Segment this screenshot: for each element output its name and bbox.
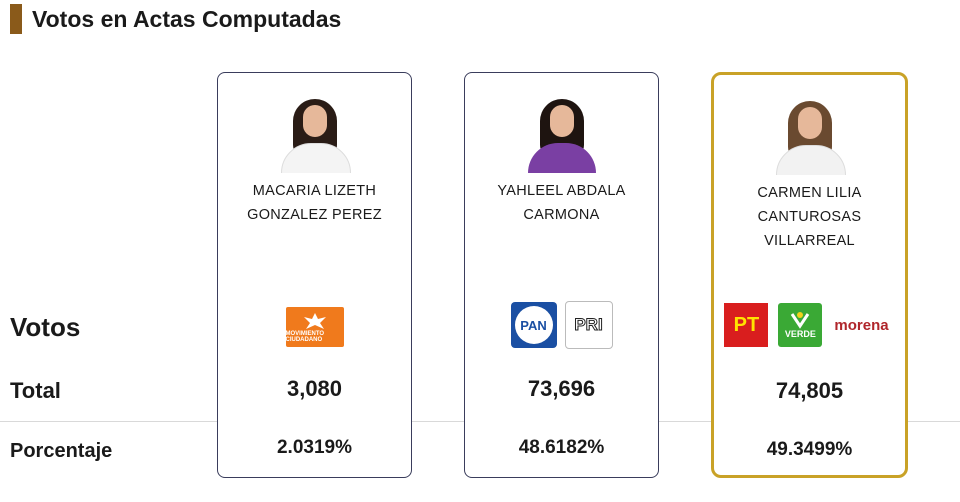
pri-logo: PRI: [564, 301, 613, 349]
votos-row-label: Votos: [10, 312, 81, 342]
total-votes-value: 74,805: [775, 378, 844, 403]
candidate-name: MACARIA LIZETH GONZALEZ PEREZ: [247, 183, 382, 223]
candidate-photo: [522, 97, 602, 173]
vote-percentage-value: 49.3499%: [766, 439, 853, 460]
total-votes-value: 3,080: [286, 376, 343, 401]
pt-logo: PT: [724, 303, 769, 347]
pan-logo: PAN: [510, 302, 557, 348]
party-logos: PAN PRI: [465, 301, 658, 349]
party-logos: PT VERDE morena: [712, 303, 903, 347]
candidate-card-3-winner: CARMEN LILIA CANTUROSAS VILLARREAL PT VE…: [711, 72, 908, 478]
vote-percentage-value: 48.6182%: [518, 437, 605, 458]
candidate-card-2: YAHLEEL ABDALA CARMONA PAN PRI 73,696 48…: [464, 72, 659, 478]
candidate-name: CARMEN LILIA CANTUROSAS VILLARREAL: [757, 185, 862, 249]
section-header: Votos en Actas Computadas: [10, 4, 341, 34]
candidate-photo: [770, 99, 850, 175]
section-title: Votos en Actas Computadas: [32, 5, 342, 32]
candidate-card-1: MACARIA LIZETH GONZALEZ PEREZ MOVIMIENTO…: [217, 72, 412, 478]
total-votes-value: 73,696: [527, 376, 596, 401]
total-row-label: Total: [10, 378, 61, 403]
verde-logo: VERDE: [778, 303, 823, 347]
candidate-name: YAHLEEL ABDALA CARMONA: [497, 183, 626, 223]
morena-logo: morena: [834, 316, 889, 334]
party-logos: MOVIMIENTO CIUDADANO: [218, 307, 411, 347]
percentage-row-label: Porcentaje: [10, 440, 113, 462]
candidate-photo: [275, 97, 355, 173]
movimiento-ciudadano-logo: MOVIMIENTO CIUDADANO: [285, 307, 344, 347]
title-accent-bar: [10, 4, 22, 34]
vote-percentage-value: 2.0319%: [276, 437, 352, 458]
